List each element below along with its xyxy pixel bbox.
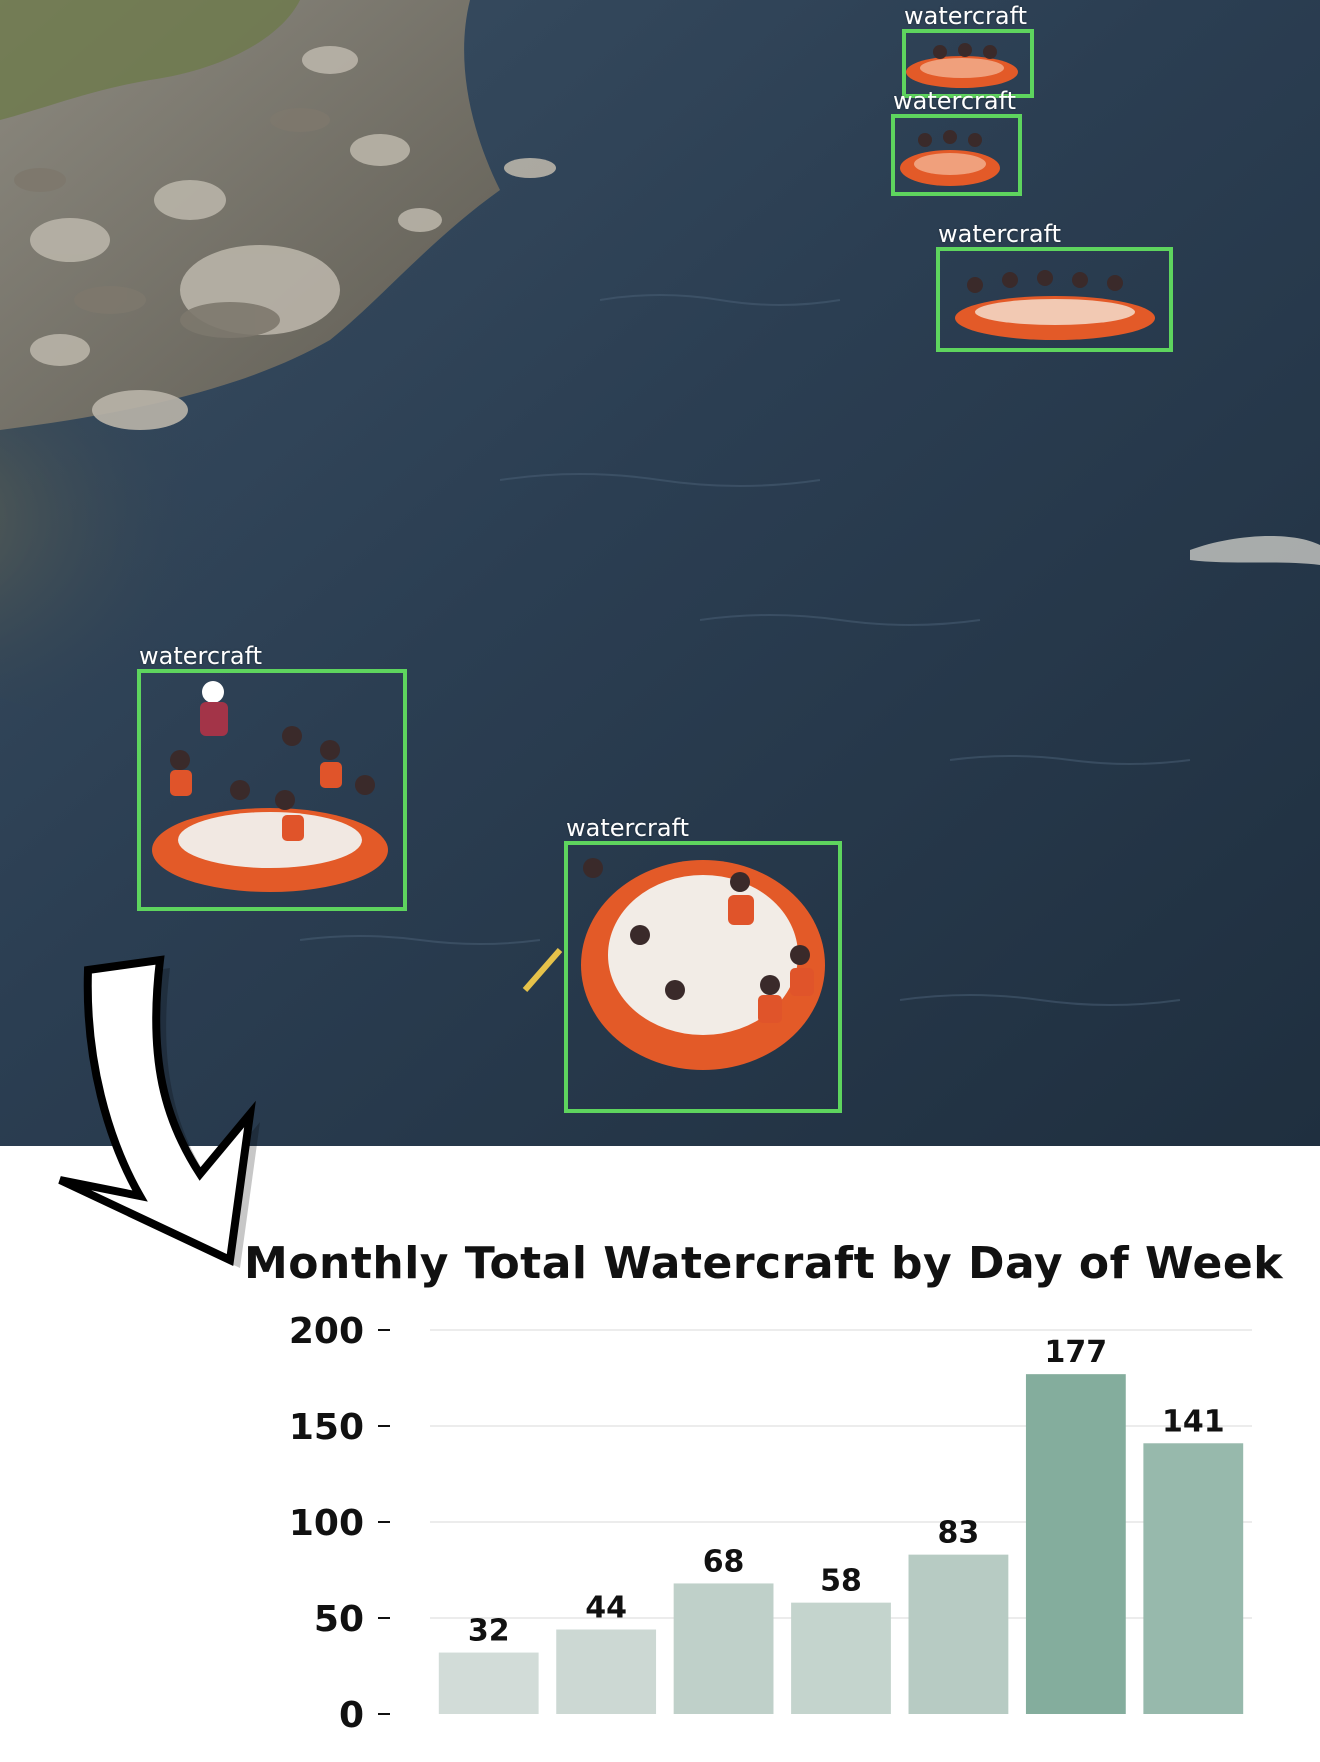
bar-value-label-2: 68 xyxy=(703,1544,745,1579)
detection-label-4: watercraft xyxy=(139,642,263,670)
down-arrow-icon xyxy=(58,955,260,1268)
ripples xyxy=(299,294,1191,1006)
bar-2 xyxy=(673,1583,774,1714)
shallow-water xyxy=(0,320,380,720)
raft-3 xyxy=(955,270,1155,340)
water-riffle xyxy=(1190,535,1320,565)
bar-3 xyxy=(791,1602,891,1714)
y-axis: 0 50 100 150 200 xyxy=(289,1311,390,1736)
detection-label-1: watercraft xyxy=(904,2,1028,30)
rocky-shore xyxy=(0,0,500,430)
detection-box-1 xyxy=(902,29,1034,98)
detection-boxes xyxy=(137,29,1173,1113)
bar-4 xyxy=(908,1554,1009,1714)
detection-label-3: watercraft xyxy=(938,220,1062,248)
raft-2 xyxy=(900,130,1000,186)
y-tick-label-3: 150 xyxy=(289,1407,364,1448)
bar-value-label-3: 58 xyxy=(820,1564,862,1599)
bar-value-label-1: 44 xyxy=(585,1591,627,1626)
detection-label-2: watercraft xyxy=(893,87,1017,115)
bar-value-label-0: 32 xyxy=(468,1614,510,1649)
raft-5 xyxy=(522,858,825,1070)
detection-box-3 xyxy=(936,247,1173,352)
bar-value-label-6: 141 xyxy=(1162,1404,1225,1439)
chart-title: Monthly Total Watercraft by Day of Week xyxy=(244,1238,1283,1289)
bar-value-label-4: 83 xyxy=(938,1516,980,1551)
bar-0 xyxy=(438,1652,539,1714)
detection-box-5 xyxy=(564,841,842,1113)
y-tick-label-4: 200 xyxy=(289,1311,364,1352)
down-arrow xyxy=(50,950,270,1270)
raft-4 xyxy=(152,681,388,892)
river-photo: watercraft watercraft watercraft watercr… xyxy=(0,0,1320,1146)
river-scene xyxy=(0,0,1320,1146)
shore-vegetation xyxy=(0,0,300,120)
rocks-shadow xyxy=(14,108,330,338)
data-labels: 32 44 68 58 83 177 141 xyxy=(468,1335,1225,1648)
bar-chart-canvas: 0 50 100 150 200 32 44 68 58 83 177 141 xyxy=(289,1311,1252,1736)
bar-value-label-5: 177 xyxy=(1045,1335,1108,1370)
detection-box-2 xyxy=(891,114,1022,196)
y-tick-label-2: 100 xyxy=(289,1503,364,1544)
y-tick-label-0: 0 xyxy=(339,1695,364,1736)
y-tick-label-1: 50 xyxy=(314,1599,364,1640)
bars xyxy=(438,1374,1244,1714)
detection-box-4 xyxy=(137,669,407,911)
bar-1 xyxy=(556,1629,657,1714)
bar-5 xyxy=(1025,1374,1126,1714)
detection-label-5: watercraft xyxy=(566,814,690,842)
raft-1 xyxy=(906,43,1018,88)
bar-chart: 0 50 100 150 200 32 44 68 58 83 177 141 xyxy=(0,1300,1320,1758)
bar-6 xyxy=(1143,1443,1244,1714)
